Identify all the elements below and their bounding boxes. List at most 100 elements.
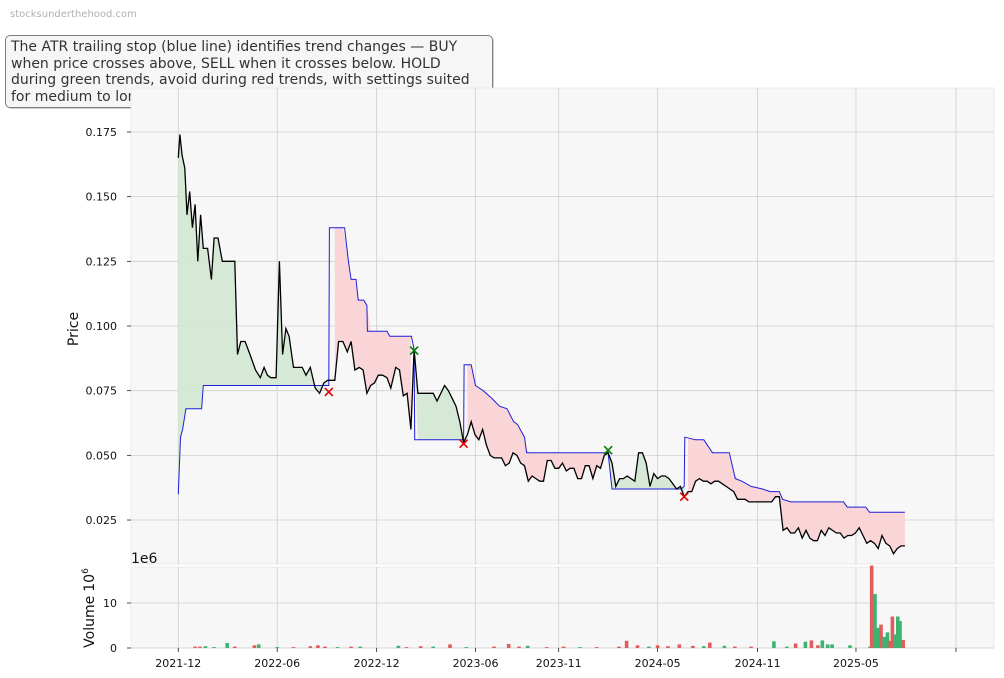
volume-bar [431,646,435,648]
volume-bar [809,640,814,648]
volume-bar [825,644,830,648]
volume-y-tick-label: 0 [110,642,117,655]
volume-offset-label: 1e6 [131,551,158,567]
volume-bar [888,640,892,648]
volume-bar [308,646,313,648]
sell-signal-marker [679,492,689,502]
buy-marker-stroke [603,445,613,455]
volume-plot-area [130,566,995,649]
series-lines [177,134,905,555]
volume-bar [418,646,423,648]
volume-bar [749,646,753,648]
bear-trend-fill [334,227,411,430]
volume-bar [544,647,549,648]
volume-bar [212,647,216,648]
volume-bar [875,627,880,649]
volume-bar [492,646,496,648]
volume-bar [617,646,621,648]
volume-bar [677,644,682,648]
volume-bar [890,616,895,648]
x-tick-label: 2022-12 [354,657,400,670]
sell-signal-marker [459,439,469,449]
price-y-axis-label: Price [66,312,82,346]
volume-bar [803,641,808,648]
volume-bar [233,646,237,648]
price-y-tick-label: 0.050 [86,449,118,462]
volume-bar [869,565,874,648]
volume-bar [275,647,279,648]
volume-bar [561,646,566,648]
bull-trend-fill [608,452,685,497]
volume-bar [594,647,599,648]
price-y-tick-label: 0.075 [86,385,118,398]
volume-bar [848,645,852,648]
volume-bar [722,645,727,649]
volume-bar [882,636,886,649]
x-tick-label: 2023-06 [453,657,499,670]
volume-bar [448,644,452,648]
buy-marker-stroke [409,346,419,356]
bear-trend-fill [467,364,605,482]
volume-bar [702,646,706,648]
x-tick-label: 2024-05 [635,657,681,670]
volume-bar [517,646,521,648]
x-tick-label: 2023-11 [536,657,582,670]
volume-bar [893,634,897,648]
bull-trend-fill [414,349,464,443]
volume-bar [396,645,401,649]
svg-text:Volume106: Volume 106 [81,568,98,648]
watermark: stocksunderthehood.com [10,9,137,20]
volume-bar [785,646,789,648]
volume-axis-unit-base: 10 [82,574,98,592]
volume-bar [896,616,900,648]
volume-bar [635,645,640,648]
volume-bar [578,647,582,648]
volume-y-tick-label: 10 [103,597,117,610]
volume-bar [404,647,409,648]
volume-bar [820,640,825,648]
atr-stop-line [177,227,905,513]
volume-bar [198,646,202,648]
price-y-tick-label: 0.025 [86,514,118,527]
volume-bar [624,640,629,648]
bull-trend-fill [178,134,328,495]
volume-axis-unit-exp: 6 [81,568,91,574]
volume-bar [464,647,469,648]
volume-axis-title: Volume [82,596,98,648]
volume-bar [316,645,320,648]
volume-y-axis-label: Volume 106 [81,568,98,648]
volume-bar [358,646,363,648]
volume-bar [256,644,261,648]
x-tick-label: 2024-11 [735,657,781,670]
x-tick-label: 2022-06 [254,657,300,670]
volume-bar [291,647,296,648]
volume-bar [506,644,511,648]
volume-bar [879,624,883,648]
bear-trend-fill [688,438,905,554]
volume-bar [793,643,798,648]
volume-bar [816,645,820,648]
volume-bar [691,645,695,649]
price-line [177,134,905,555]
volume-bar [901,639,905,648]
x-tick-label: 2025-05 [833,657,879,670]
volume-bar [203,646,208,648]
volume-bar [733,646,737,648]
volume-bar [830,644,834,648]
volume-bar [349,646,353,648]
volume-bar [252,645,257,648]
buy-signal-marker [409,346,419,356]
volume-bar [873,594,877,648]
volume-bar [885,632,890,649]
volume-bar [525,645,530,649]
volume-bars [193,565,905,649]
volume-bar [647,646,651,648]
volume-bar [898,621,902,648]
volume-bar [225,643,229,648]
signal-markers [324,346,689,502]
volume-bar [708,642,712,648]
volume-bar [335,647,340,648]
volume-bar [666,646,670,648]
price-y-tick-label: 0.125 [86,255,118,268]
